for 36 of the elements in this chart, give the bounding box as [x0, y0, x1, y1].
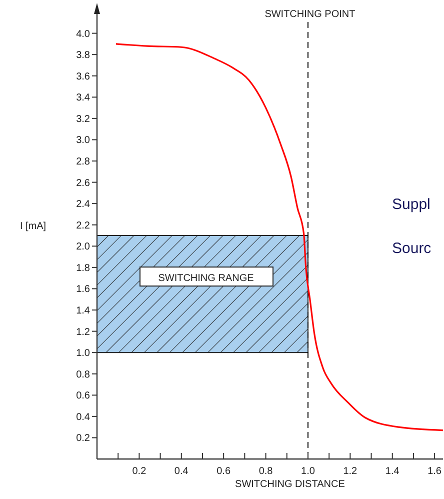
y-tick-label: 1.8: [76, 262, 90, 274]
x-tick-label: 1.4: [385, 466, 400, 477]
y-tick-label: 0.6: [76, 390, 90, 402]
label-box: SWITCHING RANGE: [140, 266, 274, 287]
x-tick-label: 1.2: [343, 466, 358, 477]
ref-line-label: SWITCHING POINT: [264, 9, 356, 20]
x-tick-label: 0.8: [258, 466, 274, 477]
y-tick-label: 3.8: [76, 50, 90, 62]
x-tick-label: 0.4: [174, 466, 189, 477]
annotation: Suppl: [392, 196, 430, 213]
y-tick-label: 1.2: [76, 326, 90, 338]
x-tick-label: 0.2: [132, 466, 147, 477]
y-tick-label: 2.8: [76, 156, 90, 168]
x-axis-title: SWITCHING DISTANCE: [235, 479, 346, 490]
y-tick-label: 1.4: [76, 306, 90, 316]
y-tick-label: 3.2: [76, 114, 90, 125]
y-tick-label: 0.8: [76, 369, 90, 380]
y-axis-title: I [mA]: [20, 220, 46, 232]
y-tick-label: 2.4: [76, 199, 90, 210]
band-label: SWITCHING RANGE: [158, 273, 254, 284]
y-tick-label: 2.0: [76, 242, 90, 253]
y-tick-label: 3.0: [76, 135, 90, 146]
annotation: Sourc: [392, 240, 432, 257]
y-tick-label: 1.6: [76, 284, 90, 296]
y-tick-label: 0.4: [76, 412, 90, 423]
x-tick-label: 1.0: [301, 466, 316, 477]
y-tick-label: 2.6: [76, 178, 90, 189]
y-tick-label: 0.2: [76, 433, 90, 444]
line-series: [115, 43, 444, 432]
x-tick-label: 1.6: [428, 466, 442, 477]
y-tick-label: 2.2: [76, 220, 90, 232]
y-tick-label: 4.0: [76, 28, 90, 40]
x-tick-label: 0.6: [216, 466, 231, 477]
y-tick-label: 3.4: [76, 92, 90, 104]
y-tick-label: 3.6: [76, 71, 90, 82]
y-tick-label: 1.0: [76, 348, 90, 360]
